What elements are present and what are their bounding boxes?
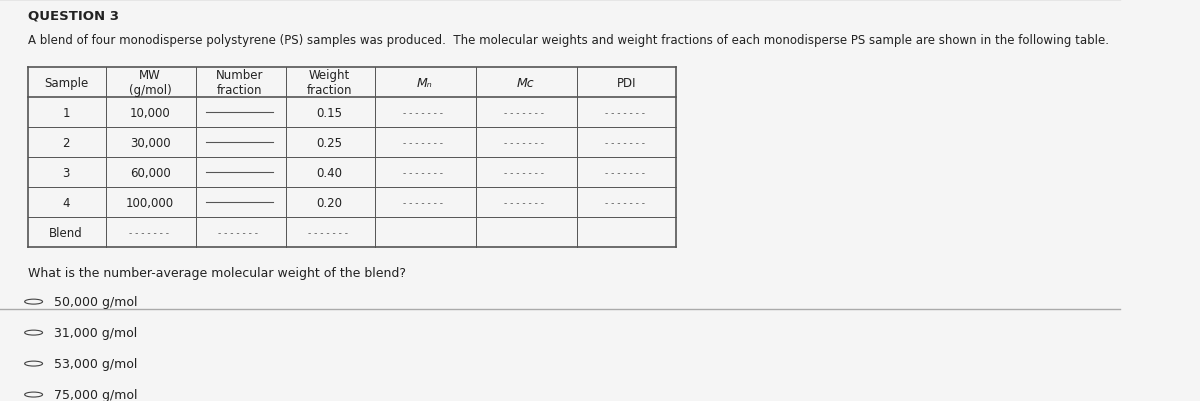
Text: - - - - - - -: - - - - - - - [504, 108, 547, 117]
Text: Number
fraction: Number fraction [216, 69, 264, 97]
Text: - - - - - - -: - - - - - - - [403, 138, 446, 148]
Text: QUESTION 3: QUESTION 3 [28, 9, 119, 22]
Text: - - - - - - -: - - - - - - - [605, 108, 648, 117]
Text: Sample: Sample [44, 77, 89, 89]
Text: Weight
fraction: Weight fraction [307, 69, 352, 97]
Text: - - - - - - -: - - - - - - - [403, 198, 446, 207]
Text: - - - - - - -: - - - - - - - [403, 108, 446, 117]
Text: - - - - - - -: - - - - - - - [605, 198, 648, 207]
Text: Mₙ: Mₙ [416, 77, 432, 89]
Text: 60,000: 60,000 [130, 166, 170, 179]
Text: - - - - - - -: - - - - - - - [403, 168, 446, 177]
Text: 50,000 g/mol: 50,000 g/mol [54, 296, 137, 308]
Text: 100,000: 100,000 [126, 196, 174, 209]
Text: 0.15: 0.15 [317, 106, 342, 119]
Text: - - - - - - -: - - - - - - - [128, 228, 172, 237]
Text: 31,000 g/mol: 31,000 g/mol [54, 326, 137, 339]
Text: Mᴄ: Mᴄ [516, 77, 534, 89]
Text: - - - - - - -: - - - - - - - [504, 198, 547, 207]
Text: 1: 1 [62, 106, 70, 119]
Text: 3: 3 [62, 166, 70, 179]
Text: 30,000: 30,000 [130, 136, 170, 150]
Text: 53,000 g/mol: 53,000 g/mol [54, 357, 137, 370]
Text: - - - - - - -: - - - - - - - [504, 168, 547, 177]
Text: - - - - - - -: - - - - - - - [504, 138, 547, 148]
Text: 10,000: 10,000 [130, 106, 170, 119]
Text: 2: 2 [62, 136, 70, 150]
Text: 75,000 g/mol: 75,000 g/mol [54, 388, 137, 401]
Text: 0.25: 0.25 [317, 136, 342, 150]
Text: 0.20: 0.20 [317, 196, 342, 209]
Text: - - - - - - -: - - - - - - - [308, 228, 350, 237]
Text: - - - - - - -: - - - - - - - [605, 168, 648, 177]
Text: 0.40: 0.40 [317, 166, 342, 179]
Text: PDI: PDI [617, 77, 636, 89]
Text: - - - - - - -: - - - - - - - [218, 228, 262, 237]
Text: What is the number-average molecular weight of the blend?: What is the number-average molecular wei… [28, 266, 406, 279]
Text: - - - - - - -: - - - - - - - [605, 138, 648, 148]
Text: Blend: Blend [49, 226, 83, 239]
Text: A blend of four monodisperse polystyrene (PS) samples was produced.  The molecul: A blend of four monodisperse polystyrene… [28, 34, 1109, 47]
Text: MW
(g/mol): MW (g/mol) [128, 69, 172, 97]
Text: 4: 4 [62, 196, 70, 209]
